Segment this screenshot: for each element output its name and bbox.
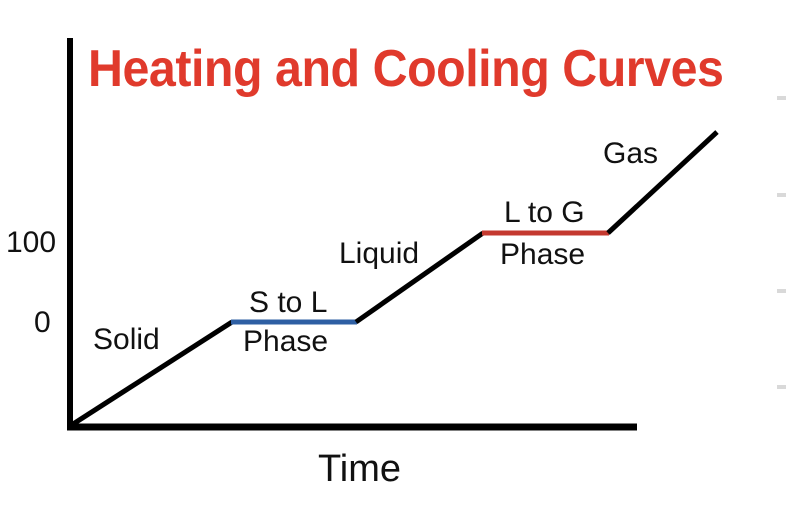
page-title: Heating and Cooling Curves (88, 40, 724, 98)
x-axis-title: Time (318, 448, 402, 490)
gas-phase-segment (606, 130, 719, 235)
annotation-liquid: Liquid (339, 237, 420, 270)
annotation-l-to-g-phase: Phase (500, 238, 586, 271)
slide-guide-mark (777, 385, 786, 389)
slide-guide-mark (777, 96, 786, 100)
annotation-l-to-g: L to G (504, 196, 585, 229)
solid-phase-segment (68, 319, 234, 429)
liquid-phase-segment (354, 230, 485, 325)
annotation-gas: Gas (603, 137, 659, 170)
slide-guide-mark (777, 289, 786, 293)
y-axis-tick-label-0: 0 (34, 306, 51, 339)
annotation-s-to-l: S to L (249, 286, 328, 319)
annotation-solid: Solid (93, 323, 160, 356)
slide-guide-mark (777, 193, 786, 197)
y-axis-tick-label-100: 100 (6, 226, 57, 259)
annotation-s-to-l-phase: Phase (243, 325, 329, 358)
